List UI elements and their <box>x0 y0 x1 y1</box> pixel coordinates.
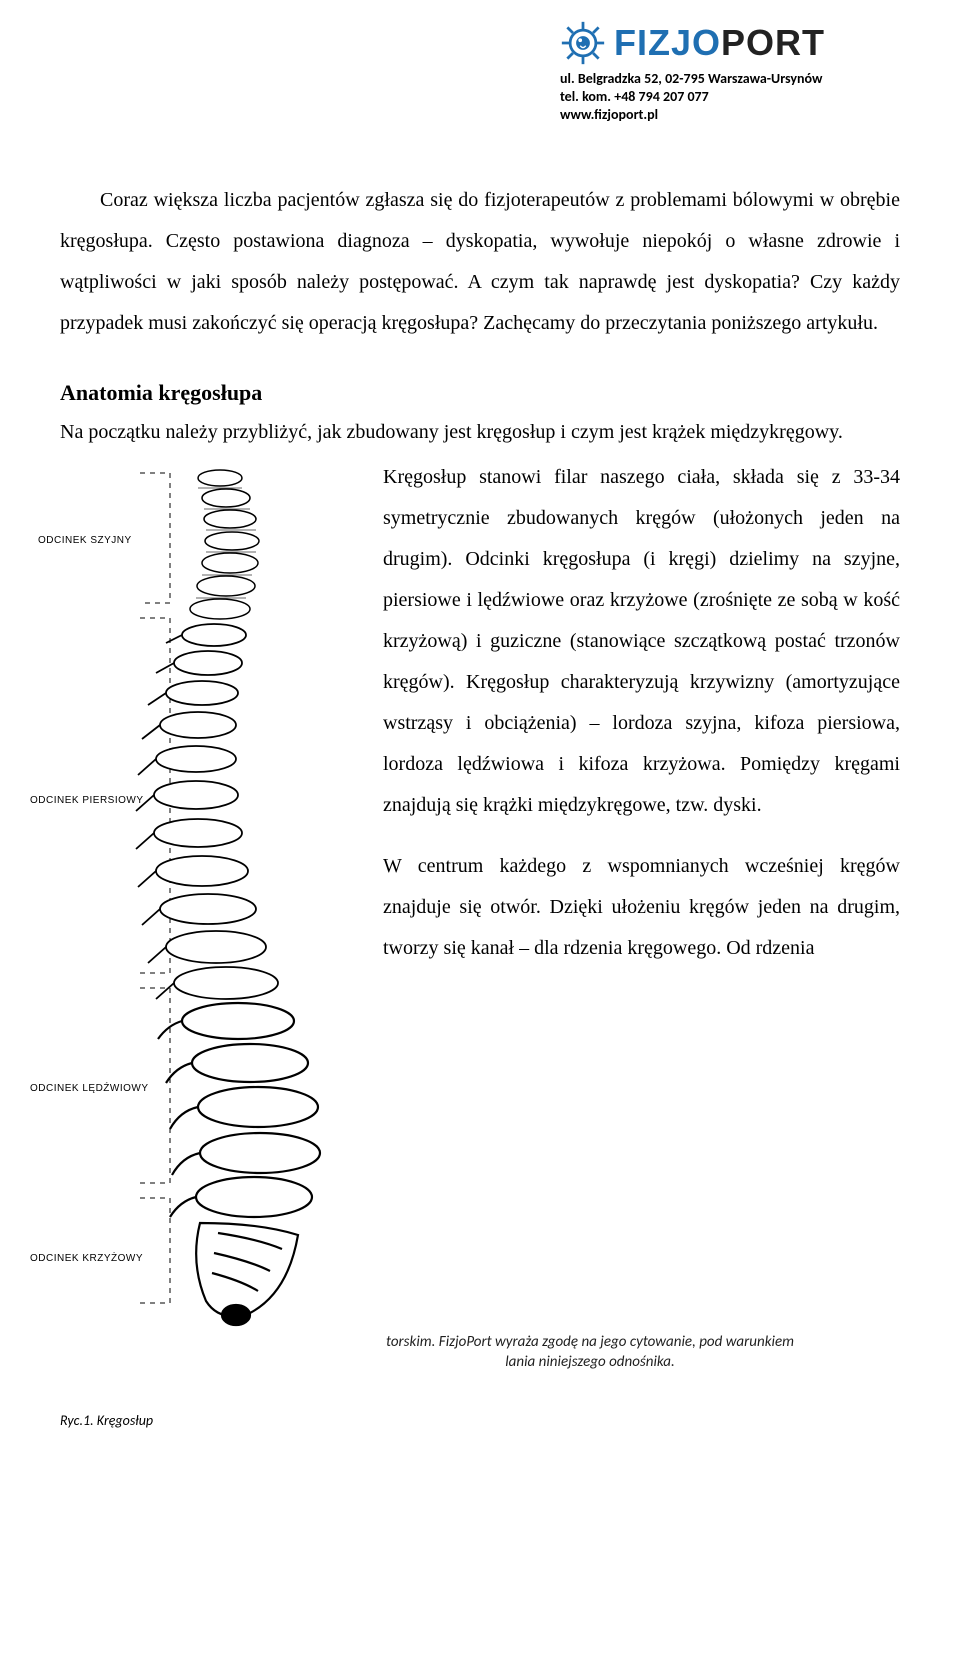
footer-citation-note: torskim. FizjoPort wyraża zgodę na jego … <box>60 1333 900 1372</box>
document-page: FIZJOPORT ul. Belgradzka 52, 02-795 Wars… <box>0 0 960 1469</box>
label-cervical: ODCINEK SZYJNY <box>38 535 132 546</box>
address-line: ul. Belgradzka 52, 02-795 Warszawa-Ursyn… <box>560 70 920 88</box>
section-heading: Anatomia kręgosłupa <box>60 380 900 406</box>
logo-part1: FIZJO <box>614 22 721 64</box>
spine-illustration: ODCINEK SZYJNY ODCINEK PIERSIOWY ODCINEK… <box>30 463 365 1333</box>
footer-line-2: lania niniejszego odnośnika. <box>505 1353 675 1371</box>
logo-part2: PORT <box>721 22 825 64</box>
anatomy-section: Na początku należy przybliżyć, jak zbudo… <box>60 412 900 969</box>
document-body: Coraz większa liczba pacjentów zgłasza s… <box>60 180 900 1429</box>
label-sacral: ODCINEK KRZYŻOWY <box>30 1253 143 1264</box>
phone-line: tel. kom. +48 794 207 077 <box>560 88 920 106</box>
label-thoracic: ODCINEK PIERSIOWY <box>30 795 144 806</box>
figure-caption: Ryc.1. Kręgosłup <box>60 1412 900 1429</box>
footer-line-1: torskim. FizjoPort wyraża zgodę na jego … <box>386 1333 794 1351</box>
logo-text: FIZJOPORT <box>614 22 825 64</box>
letterhead: FIZJOPORT ul. Belgradzka 52, 02-795 Wars… <box>560 20 920 125</box>
ship-wheel-icon <box>560 20 606 66</box>
logo: FIZJOPORT <box>560 20 920 66</box>
intro-paragraph: Coraz większa liczba pacjentów zgłasza s… <box>60 180 900 344</box>
lead-sentence: Na początku należy przybliżyć, jak zbudo… <box>60 412 900 453</box>
url-line: www.fizjoport.pl <box>560 106 920 124</box>
label-lumbar: ODCINEK LĘDŹWIOWY <box>30 1083 149 1094</box>
contact-info: ul. Belgradzka 52, 02-795 Warszawa-Ursyn… <box>560 70 920 125</box>
